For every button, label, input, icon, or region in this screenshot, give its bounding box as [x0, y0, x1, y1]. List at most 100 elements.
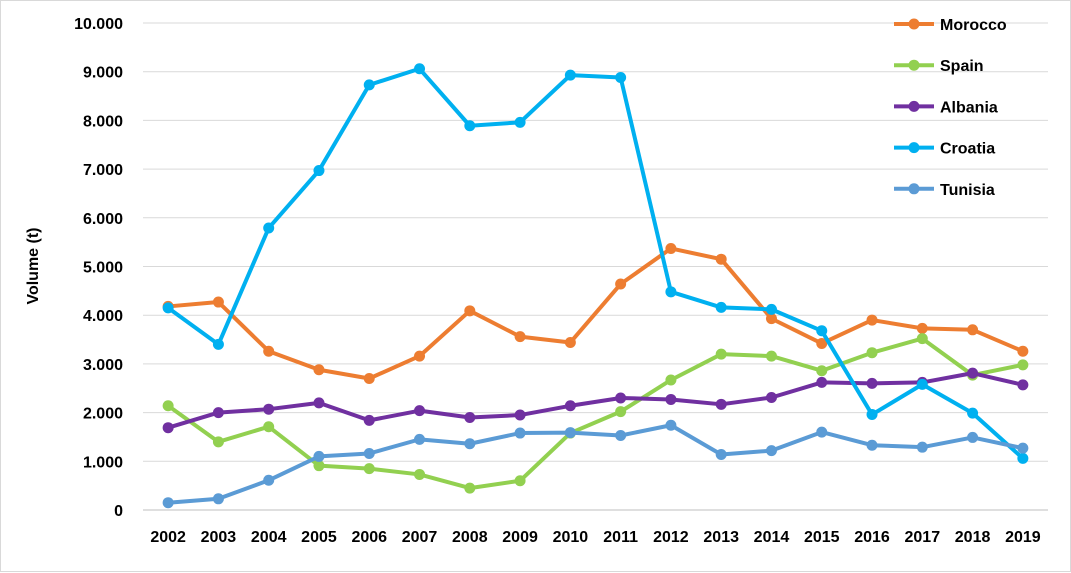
data-point	[715, 448, 727, 460]
data-point	[464, 305, 476, 317]
x-tick-label: 2014	[754, 529, 790, 546]
data-point	[916, 322, 928, 334]
data-point	[967, 431, 979, 443]
series-croatia	[162, 63, 1029, 464]
y-tick-label: 8.000	[83, 113, 123, 130]
data-point	[162, 422, 174, 434]
legend-label: Croatia	[940, 141, 995, 158]
data-point	[212, 493, 224, 505]
legend-item: Croatia	[894, 141, 995, 158]
data-point	[615, 72, 627, 84]
x-tick-label: 2004	[251, 529, 287, 546]
x-tick-label: 2012	[653, 529, 689, 546]
data-point	[514, 116, 526, 128]
series-line	[166, 371, 1025, 430]
data-point	[615, 429, 627, 441]
legend-item: Spain	[894, 58, 984, 75]
legend-label: Albania	[940, 99, 998, 116]
data-point	[313, 460, 325, 472]
y-axis-title: Volume (t)	[25, 227, 42, 304]
x-tick-label: 2008	[452, 529, 488, 546]
series-lines	[162, 63, 1029, 509]
data-point	[916, 333, 928, 345]
y-tick-label: 9.000	[83, 65, 123, 82]
data-point	[765, 350, 777, 362]
data-point	[212, 338, 224, 350]
data-point	[665, 286, 677, 298]
data-point	[162, 302, 174, 314]
y-tick-label: 6.000	[83, 211, 123, 228]
data-point	[162, 497, 174, 509]
data-point	[615, 278, 627, 290]
data-point	[816, 365, 828, 377]
y-tick-label: 2.000	[83, 406, 123, 423]
x-tick-label: 2017	[905, 529, 941, 546]
data-point	[715, 253, 727, 265]
data-point	[313, 165, 325, 177]
data-point	[866, 439, 878, 451]
data-point	[212, 436, 224, 448]
data-point	[464, 482, 476, 494]
series-line	[166, 66, 1025, 461]
data-point	[765, 392, 777, 404]
data-point	[715, 301, 727, 313]
data-point	[665, 419, 677, 431]
data-point	[414, 468, 426, 480]
y-tick-label: 7.000	[83, 162, 123, 179]
data-point	[414, 405, 426, 417]
data-point	[514, 409, 526, 421]
data-point	[464, 411, 476, 423]
series-morocco	[162, 242, 1029, 385]
data-point	[263, 403, 275, 415]
y-tick-label: 0	[114, 503, 123, 520]
legend-marker	[908, 183, 920, 195]
x-tick-label: 2003	[201, 529, 237, 546]
data-point	[765, 303, 777, 315]
data-point	[866, 377, 878, 389]
data-point	[514, 331, 526, 343]
x-tick-label: 2006	[351, 529, 387, 546]
data-point	[564, 400, 576, 412]
data-point	[765, 313, 777, 325]
data-point	[414, 350, 426, 362]
data-point	[564, 427, 576, 439]
data-point	[866, 409, 878, 421]
data-point	[1017, 359, 1029, 371]
data-point	[1017, 442, 1029, 454]
data-point	[263, 345, 275, 357]
data-point	[212, 296, 224, 308]
data-point	[967, 324, 979, 336]
series-tunisia	[162, 419, 1029, 509]
data-point	[464, 438, 476, 450]
y-tick-label: 1.000	[83, 454, 123, 471]
data-point	[665, 374, 677, 386]
data-point	[363, 79, 375, 91]
data-point	[665, 393, 677, 405]
legend-item: Albania	[894, 99, 998, 116]
legend-label: Spain	[940, 58, 984, 75]
x-tick-label: 2016	[854, 529, 890, 546]
data-point	[866, 347, 878, 359]
data-point	[615, 406, 627, 418]
series-line	[166, 246, 1025, 381]
x-tick-label: 2002	[150, 529, 186, 546]
legend-label: Tunisia	[940, 182, 995, 199]
y-tick-label: 10.000	[74, 16, 123, 33]
data-point	[363, 463, 375, 475]
legend: Morocco Spain Albania Croatia Tunisia	[894, 17, 1007, 199]
data-point	[313, 450, 325, 462]
data-point	[514, 427, 526, 439]
x-tick-label: 2018	[955, 529, 991, 546]
data-point	[1017, 452, 1029, 464]
data-point	[363, 414, 375, 426]
y-tick-label: 3.000	[83, 357, 123, 374]
x-tick-label: 2005	[301, 529, 337, 546]
data-point	[866, 314, 878, 326]
data-point	[414, 433, 426, 445]
data-point	[816, 325, 828, 337]
y-tick-label: 5.000	[83, 260, 123, 277]
data-point	[414, 63, 426, 75]
data-point	[263, 222, 275, 234]
data-point	[816, 337, 828, 349]
x-tick-label: 2009	[502, 529, 538, 546]
